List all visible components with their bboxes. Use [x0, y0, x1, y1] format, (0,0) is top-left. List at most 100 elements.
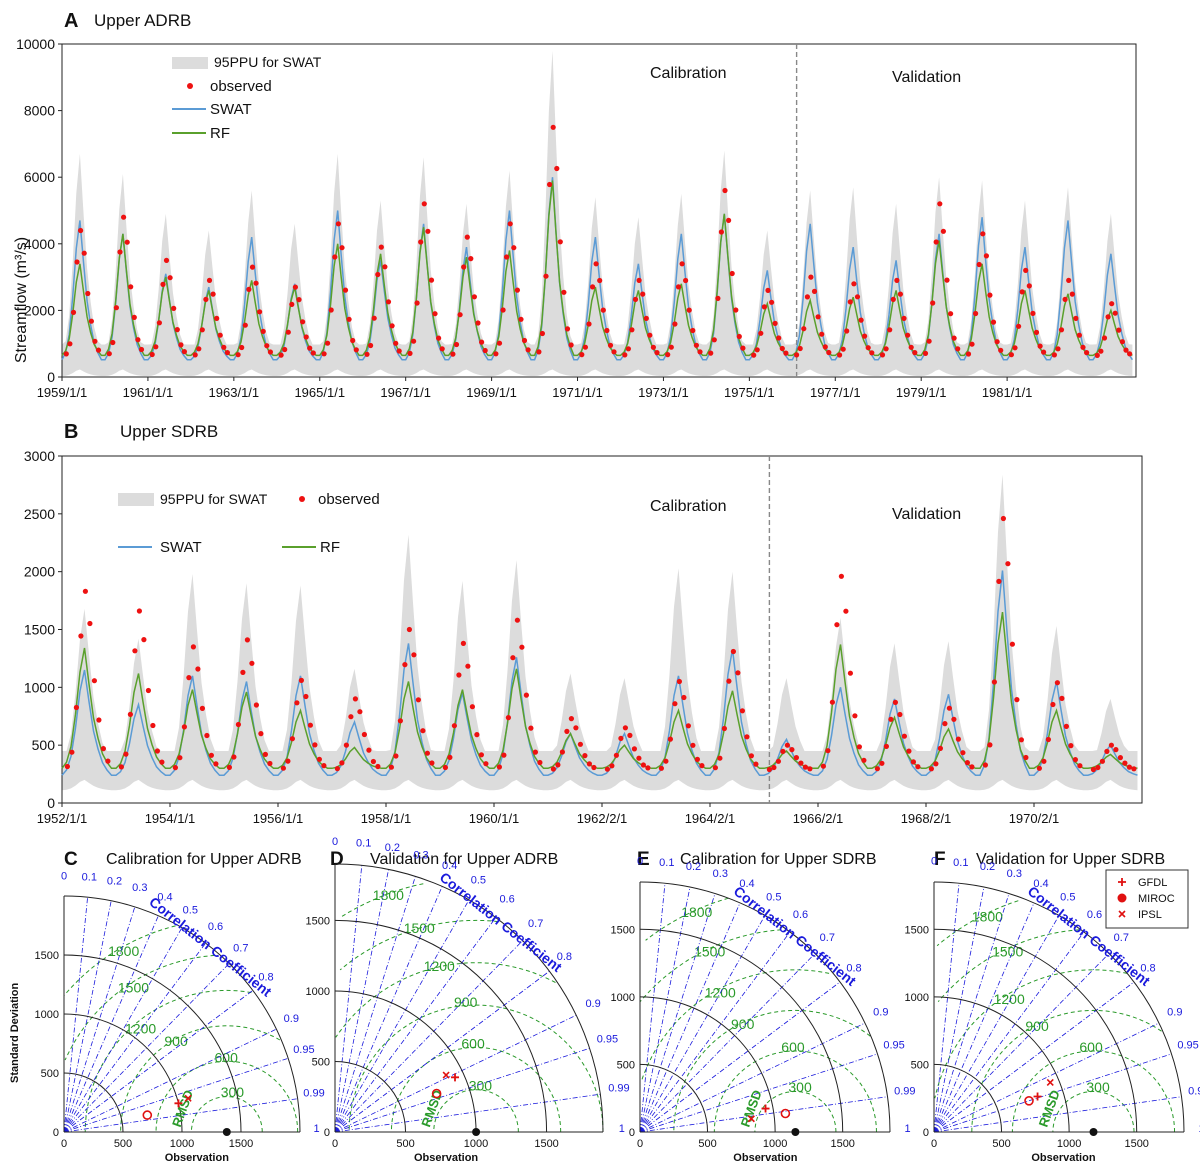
std-dev-arc — [933, 996, 1070, 1133]
rmsd-arc — [433, 1089, 519, 1133]
observed-point — [711, 337, 717, 343]
legend-band-swatch — [118, 493, 154, 506]
panel-b-legend: 95PPU for SWAT observed SWAT RF — [118, 491, 380, 556]
observed-point — [811, 288, 818, 294]
observed-point — [260, 328, 266, 334]
correlation-tick-label: 0.95 — [597, 1034, 618, 1046]
std-dev-arc — [63, 1013, 183, 1133]
observed-point — [837, 352, 843, 358]
observed-point — [203, 296, 209, 302]
observed-point — [613, 752, 620, 758]
observed-point — [375, 271, 381, 278]
observed-point — [199, 327, 205, 333]
correlation-tick-label: 0.95 — [293, 1044, 314, 1056]
panel-f-letter: F — [934, 849, 946, 870]
panel-f-title: Validation for Upper SDRB — [976, 851, 1165, 868]
x-tick-label: 1966/2/1 — [793, 811, 844, 826]
observed-point — [343, 742, 349, 748]
observed-point — [396, 348, 402, 354]
observed-point — [96, 717, 102, 723]
observed-point — [190, 644, 196, 650]
x-tick-label: 1971/1/1 — [552, 385, 603, 400]
observed-point — [267, 760, 273, 767]
observed-point — [514, 287, 521, 293]
x-tick-label: 1956/1/1 — [253, 811, 304, 826]
observed-point — [650, 344, 657, 350]
observed-point — [469, 704, 475, 710]
observed-point — [370, 758, 376, 765]
observed-point — [464, 234, 470, 240]
observed-point — [758, 330, 764, 336]
observed-point — [457, 312, 463, 318]
plot-frame — [61, 455, 1143, 804]
correlation-tick-label: 1 — [619, 1123, 625, 1135]
observed-point — [1045, 736, 1051, 743]
y-tick-label: 2000 — [24, 564, 55, 580]
observed-point — [922, 350, 929, 356]
observed-point — [226, 764, 232, 771]
observed-point — [1014, 697, 1020, 703]
correlation-line — [933, 981, 1135, 1133]
observed-point — [214, 315, 220, 321]
observed-point — [132, 648, 138, 654]
observed-point — [289, 301, 295, 307]
observed-point — [721, 725, 728, 732]
legend-swat-label: SWAT — [210, 101, 252, 118]
correlation-line — [639, 883, 666, 1133]
observed-point — [933, 239, 939, 245]
observed-point — [411, 338, 417, 344]
observed-point — [808, 274, 814, 280]
observed-point — [801, 326, 807, 332]
y-tick-label: 500 — [41, 1068, 59, 1080]
observed-point — [1123, 347, 1129, 353]
observed-point — [249, 660, 255, 666]
correlation-line — [639, 931, 791, 1133]
observed-point — [213, 761, 219, 767]
observed-point — [181, 724, 187, 730]
observed-point — [783, 350, 789, 356]
correlation-tick-label: 0.6 — [1087, 909, 1102, 921]
x-tick-label: 1500 — [1124, 1138, 1148, 1150]
observed-point — [582, 753, 588, 759]
correlation-line — [639, 953, 816, 1133]
observed-point — [729, 270, 735, 277]
observed-point — [199, 705, 205, 712]
observed-point — [421, 201, 427, 207]
observed-point — [518, 316, 524, 322]
observed-point — [609, 763, 615, 769]
observed-point — [1076, 332, 1082, 338]
observed-point — [826, 349, 832, 356]
observed-point — [474, 732, 480, 738]
x-tick-label: 1967/1/1 — [380, 385, 431, 400]
observed-point — [856, 744, 863, 750]
observed-point — [388, 764, 394, 770]
correlation-tick-label: 0.3 — [713, 868, 728, 880]
observed-point — [95, 347, 102, 353]
panel-e-letter: E — [637, 849, 650, 870]
observed-point — [1008, 352, 1015, 358]
correlation-line — [334, 1093, 601, 1133]
observed-point — [78, 227, 84, 234]
rmsd-arc-label: 900 — [164, 1033, 188, 1049]
observed-point — [325, 340, 331, 346]
rmsd-arc — [713, 1050, 877, 1133]
observed-point — [382, 264, 388, 270]
observed-point — [537, 759, 543, 766]
rmsd-arc — [639, 929, 782, 1003]
observed-point — [858, 317, 864, 323]
y-tick-label: 6000 — [24, 169, 55, 185]
observed-point — [761, 304, 768, 310]
observed-point — [378, 244, 384, 250]
rmsd-arc — [339, 919, 499, 971]
observed-point — [285, 758, 291, 764]
observed-point — [862, 333, 868, 339]
observed-point — [573, 725, 579, 731]
observed-point — [521, 337, 528, 344]
observed-point — [779, 345, 785, 352]
observed-point — [163, 257, 170, 263]
x-tick-label: 1000 — [1057, 1138, 1081, 1150]
observed-point — [994, 339, 1000, 345]
observed-point — [715, 295, 721, 301]
